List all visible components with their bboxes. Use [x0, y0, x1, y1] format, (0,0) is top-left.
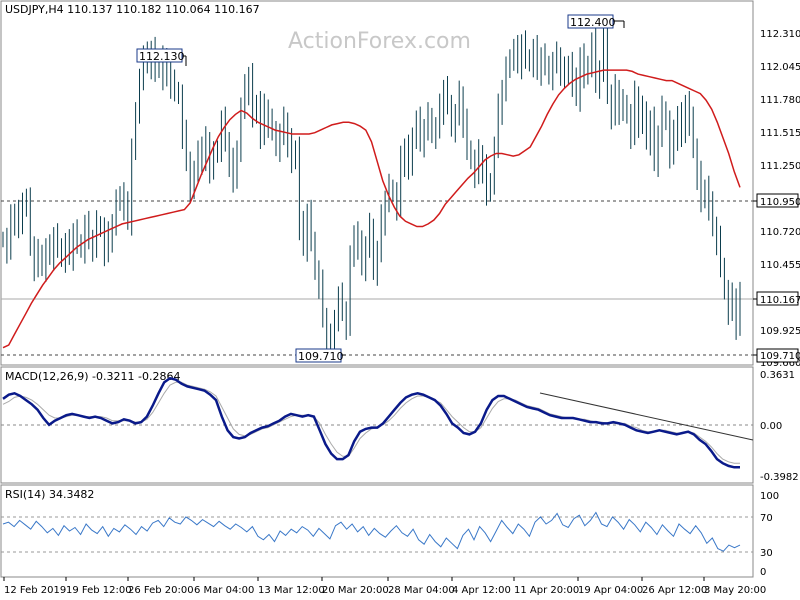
price-tick: 110.455: [760, 260, 800, 271]
macd-title: MACD(12,26,9) -0.3211 -0.2864: [5, 370, 180, 383]
price-tick: 111.780: [760, 95, 800, 106]
price-tick: 112.310: [760, 29, 800, 40]
price-panel-frame: [0, 0, 754, 366]
price-tick: 112.045: [760, 62, 800, 73]
time-label: 26 Apr 12:00: [642, 585, 707, 596]
price-tick: 110.720: [760, 227, 800, 238]
price-tick: 111.515: [760, 128, 800, 139]
time-label: 20 Mar 20:00: [322, 585, 389, 596]
high1-annotation: 112.130: [136, 48, 187, 66]
high2-annotation: 112.400: [567, 14, 625, 29]
symbol-info: USDJPY,H4 110.137 110.182 110.064 110.16…: [5, 3, 260, 16]
price-tick: 111.250: [760, 161, 800, 172]
price-series-group: [2, 17, 741, 362]
rsi-tick: 30: [760, 548, 773, 559]
rsi-tick: 0: [760, 567, 766, 578]
price-axis: 112.310 112.045 111.780 111.515 111.250 …: [760, 29, 800, 337]
macd-trendline: [539, 392, 754, 441]
macd-line: [2, 376, 740, 469]
time-label: 3 May 20:00: [704, 585, 766, 596]
time-label: 11 Apr 20:00: [514, 585, 579, 596]
high1-label: 112.130: [139, 50, 185, 63]
time-label: 6 Mar 04:00: [194, 585, 254, 596]
support-tag-label: 109.710: [760, 351, 800, 362]
rsi-tick: 70: [760, 513, 773, 524]
rsi-tick: 100: [760, 491, 779, 502]
rsi-title: RSI(14) 34.3482: [5, 488, 94, 501]
time-label: 12 Feb 2019: [4, 585, 66, 596]
current-price-tag-label: 110.167: [760, 295, 800, 306]
time-label: 19 Apr 04:00: [578, 585, 643, 596]
current-price-tag: 110.167: [753, 291, 800, 306]
price-tick: 109.925: [760, 326, 800, 337]
macd-panel-frame: [0, 366, 754, 484]
clipped-tag-label: 109.660: [760, 358, 800, 369]
time-label: 26 Feb 20:00: [128, 585, 194, 596]
resistance-tag: 110.950: [753, 193, 800, 208]
watermark: ActionForex.com: [288, 29, 471, 54]
time-label: 28 Mar 04:00: [388, 585, 455, 596]
resistance-tag-label: 110.950: [760, 197, 800, 208]
time-label: 19 Feb 12:00: [66, 585, 132, 596]
low1-label: 109.710: [298, 350, 344, 363]
high2-label: 112.400: [570, 16, 616, 29]
macd-tick: 0.3631: [760, 370, 795, 381]
time-label: 13 Mar 12:00: [258, 585, 325, 596]
moving-average-line: [2, 69, 741, 349]
macd-tick: 0.00: [760, 421, 782, 432]
macd-tick: -0.3982: [760, 472, 799, 483]
time-label: 4 Apr 12:00: [452, 585, 511, 596]
support-tag: 109.660 109.710: [753, 348, 800, 369]
rsi-panel-frame: [0, 484, 754, 578]
low1-annotation: 109.710: [295, 348, 346, 363]
rsi-line: [2, 511, 741, 552]
